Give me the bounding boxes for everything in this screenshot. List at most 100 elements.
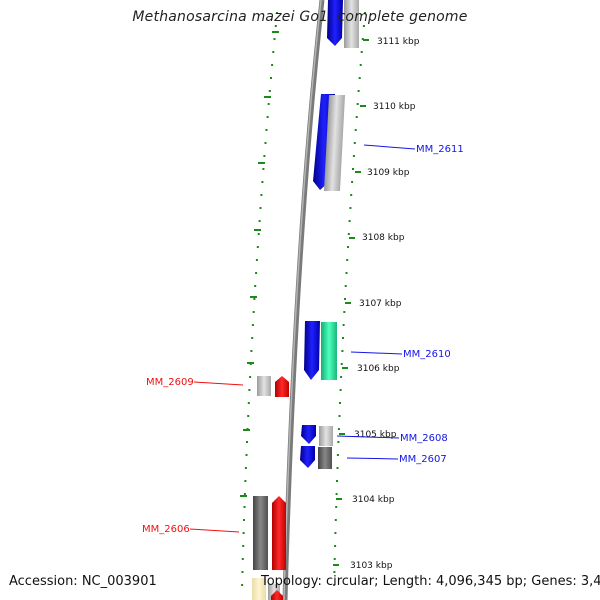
gene-label-mm-2608[interactable]: MM_2608 — [400, 433, 448, 444]
track-dot — [254, 285, 257, 287]
gene-label-mm-2609[interactable]: MM_2609 — [146, 377, 194, 388]
track-dot — [264, 142, 267, 144]
label-leader-mm-2607 — [346, 457, 399, 460]
track-dot — [245, 454, 248, 456]
track-dot — [251, 324, 254, 326]
cds-feature-mm-2609[interactable] — [257, 376, 271, 396]
track-dot — [263, 155, 266, 157]
scale-label: 3104 kbp — [352, 495, 395, 505]
scale-label: 3105 kbp — [354, 430, 397, 440]
track-dot — [334, 532, 337, 534]
track-dot — [243, 493, 246, 495]
scale-label: 3107 kbp — [359, 299, 402, 309]
track-dot — [257, 233, 260, 235]
gene-label-mm-2606[interactable]: MM_2606 — [142, 524, 190, 535]
track-dot — [241, 571, 244, 573]
cds-feature-mm-2608[interactable] — [319, 426, 333, 446]
track-dot — [243, 506, 246, 508]
track-dot — [255, 272, 258, 274]
track-dot — [355, 116, 358, 118]
cds-feature-mm-2611[interactable] — [323, 95, 346, 191]
track-dot — [266, 116, 269, 118]
track-dot — [268, 90, 271, 92]
track-dot — [360, 51, 363, 53]
track-dot — [352, 168, 354, 170]
scale-label: 3108 kbp — [362, 233, 405, 243]
track-dot — [336, 454, 339, 456]
track-dot — [261, 181, 264, 183]
gene-feature-mm-2607[interactable] — [300, 446, 315, 468]
track-dot — [347, 246, 349, 248]
track-dot — [342, 324, 345, 326]
track-dot — [267, 103, 270, 105]
track-dot — [259, 207, 262, 209]
track-dot — [344, 285, 347, 287]
cds-feature[interactable] — [344, 0, 359, 48]
track-dot — [350, 194, 353, 196]
track-dot — [352, 155, 355, 157]
scale-label: 3106 kbp — [357, 364, 400, 374]
track-dot — [338, 415, 341, 417]
label-leader-mm-2611 — [363, 144, 416, 150]
track-dot — [340, 376, 343, 378]
track-dot — [348, 220, 351, 222]
track-dot — [270, 77, 272, 79]
track-dot — [244, 480, 247, 482]
track-dot — [337, 428, 340, 430]
track-dot — [339, 389, 342, 391]
gene-feature[interactable] — [327, 0, 343, 46]
track-dot — [349, 207, 352, 209]
gene-feature-mm-2606[interactable] — [272, 496, 286, 570]
track-dot — [335, 506, 338, 508]
track-dot — [249, 376, 252, 378]
label-leader-mm-2610 — [350, 351, 403, 355]
scale-label: 3110 kbp — [373, 102, 416, 112]
track-dot — [271, 64, 274, 66]
scale-ticks — [240, 31, 369, 566]
track-dot — [273, 38, 276, 40]
track-dot — [358, 77, 361, 79]
track-dot — [361, 38, 364, 40]
track-dot — [337, 441, 340, 443]
rna-feature-mm-2610[interactable] — [321, 322, 337, 380]
track-dot — [246, 441, 248, 443]
track-dot — [335, 493, 338, 495]
track-dot — [276, 12, 278, 14]
track-dot — [247, 415, 250, 417]
track-dot — [356, 103, 359, 105]
track-dot — [247, 402, 250, 404]
track-dot — [364, 12, 366, 14]
track-dot — [346, 259, 349, 261]
gene-label-mm-2610[interactable]: MM_2610 — [403, 349, 451, 360]
cds-feature-mm-2606[interactable] — [253, 496, 268, 570]
track-dot — [334, 519, 337, 521]
track-dot — [244, 467, 247, 469]
track-dot — [341, 350, 344, 352]
gene-label-mm-2611[interactable]: MM_2611 — [416, 144, 464, 155]
label-leader-mm-2608 — [336, 435, 400, 439]
gene-feature-mm-2608[interactable] — [301, 425, 316, 444]
gene-label-mm-2607[interactable]: MM_2607 — [399, 454, 447, 465]
track-dot — [343, 311, 346, 313]
track-dot — [336, 467, 339, 469]
track-dot — [242, 532, 245, 534]
track-dot — [262, 168, 265, 170]
track-dot — [241, 584, 244, 586]
track-dot — [353, 142, 356, 144]
cds-feature-mm-2607[interactable] — [318, 447, 332, 469]
label-leader-mm-2606 — [189, 528, 240, 533]
track-dot — [253, 298, 256, 300]
track-dot — [333, 584, 336, 586]
track-dot — [347, 233, 350, 235]
gene-feature-mm-2609[interactable] — [275, 376, 289, 397]
track-dot — [274, 25, 277, 27]
track-dot — [333, 558, 336, 560]
track-dot — [362, 25, 365, 27]
track-dot — [357, 90, 360, 92]
topology-label: Topology: circular; Length: 4,096,345 bp… — [261, 574, 600, 589]
gene-feature-mm-2610[interactable] — [304, 321, 320, 380]
track-dot — [336, 480, 338, 482]
track-dot — [265, 129, 268, 131]
genome-backbone — [282, 0, 325, 600]
